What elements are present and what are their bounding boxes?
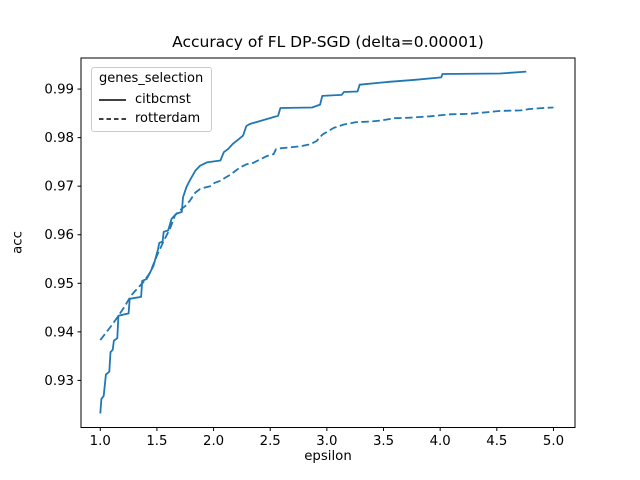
y-tick-label: 0.95: [44, 277, 74, 292]
x-tick-label: 5.0: [543, 434, 564, 449]
x-tick-label: 2.0: [203, 434, 224, 449]
y-tick-label: 0.99: [44, 83, 74, 98]
y-tick-label: 0.98: [44, 131, 74, 146]
legend-entry-rotterdam: rotterdam: [99, 111, 203, 126]
x-tick-label: 3.0: [316, 434, 337, 449]
y-tick-label: 0.97: [44, 180, 74, 195]
y-axis-label: acc: [10, 231, 26, 254]
x-tick-label: 1.0: [90, 434, 111, 449]
legend-line-sample-solid: [99, 98, 126, 101]
plot-area: [80, 57, 576, 428]
x-tick-label: 1.5: [146, 434, 167, 449]
legend-entry-label: rotterdam: [135, 111, 201, 126]
x-tick-label: 4.5: [486, 434, 507, 449]
series-line-citbcmst: [99, 70, 527, 414]
y-tick-label: 0.93: [44, 374, 74, 389]
x-tick-label: 4.0: [430, 434, 451, 449]
legend-title: genes_selection: [99, 71, 204, 86]
legend-entry-label: citbcmst: [135, 92, 191, 107]
legend-entries: citbcmst rotterdam: [99, 92, 203, 126]
legend-line-sample-dashed: [99, 117, 126, 120]
legend: genes_selection citbcmst rotterdam: [91, 67, 213, 132]
x-tick-label: 2.5: [260, 434, 281, 449]
y-tick-label: 0.94: [44, 325, 74, 340]
x-axis-label: epsilon: [304, 449, 352, 464]
chart-title: Accuracy of FL DP-SGD (delta=0.00001): [172, 33, 484, 51]
series-line-rotterdam: [99, 106, 554, 341]
x-tick-label: 3.5: [373, 434, 394, 449]
legend-entry-citbcmst: citbcmst: [99, 92, 203, 107]
y-tick-label: 0.96: [44, 228, 74, 243]
